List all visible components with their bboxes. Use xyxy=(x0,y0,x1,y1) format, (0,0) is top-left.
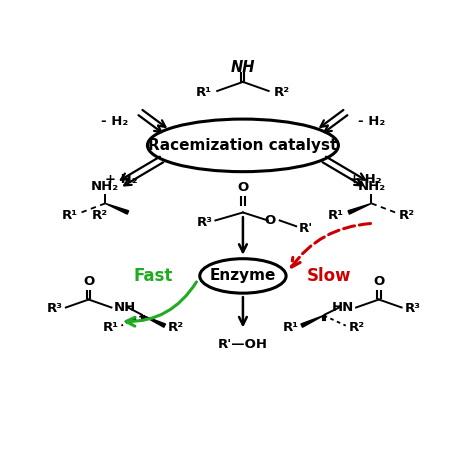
Polygon shape xyxy=(348,203,372,214)
Text: - H₂: - H₂ xyxy=(357,115,385,128)
Text: + H₂: + H₂ xyxy=(349,172,382,186)
Polygon shape xyxy=(301,316,324,327)
Text: R³: R³ xyxy=(47,302,63,316)
Text: O: O xyxy=(265,214,276,227)
Text: R¹: R¹ xyxy=(196,86,212,99)
Text: Enzyme: Enzyme xyxy=(210,268,276,284)
FancyArrowPatch shape xyxy=(292,224,371,267)
Text: R²: R² xyxy=(91,209,108,221)
Text: NH: NH xyxy=(231,60,255,75)
Polygon shape xyxy=(143,316,165,327)
Polygon shape xyxy=(105,203,128,214)
Text: Racemization catalyst: Racemization catalyst xyxy=(148,138,337,153)
Text: R³: R³ xyxy=(196,216,212,229)
Text: + H₂: + H₂ xyxy=(104,172,137,186)
Text: HN: HN xyxy=(332,301,354,314)
Text: O: O xyxy=(373,275,384,288)
Text: R²: R² xyxy=(349,321,365,334)
Text: R³: R³ xyxy=(405,302,420,316)
Text: R'—OH: R'—OH xyxy=(218,338,268,350)
FancyArrowPatch shape xyxy=(126,282,196,326)
Text: Fast: Fast xyxy=(133,267,173,285)
Text: NH: NH xyxy=(114,301,136,314)
Ellipse shape xyxy=(200,259,286,293)
Text: R²: R² xyxy=(398,209,414,221)
Text: NH₂: NH₂ xyxy=(91,179,119,193)
Text: R²: R² xyxy=(274,86,290,99)
Text: R': R' xyxy=(299,221,313,235)
Text: R¹: R¹ xyxy=(328,209,344,221)
Text: Slow: Slow xyxy=(307,267,352,285)
Text: - H₂: - H₂ xyxy=(101,115,128,128)
Text: O: O xyxy=(237,181,248,195)
Text: R²: R² xyxy=(168,321,184,334)
Text: R¹: R¹ xyxy=(103,321,119,334)
Text: R¹: R¹ xyxy=(283,321,299,334)
Text: O: O xyxy=(83,275,94,288)
Text: R¹: R¹ xyxy=(62,209,78,221)
Text: NH₂: NH₂ xyxy=(357,179,385,193)
